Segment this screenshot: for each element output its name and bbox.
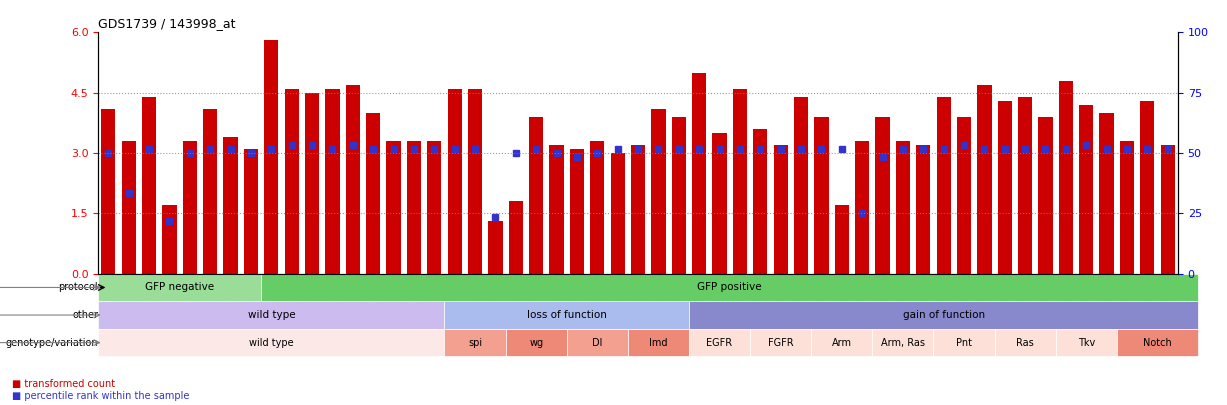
Text: Ras: Ras	[1016, 338, 1034, 347]
Text: ■ transformed count: ■ transformed count	[12, 379, 115, 389]
Bar	[366, 113, 380, 274]
Bar	[448, 89, 461, 274]
FancyBboxPatch shape	[811, 329, 872, 356]
Bar	[611, 153, 625, 274]
Text: Arm: Arm	[832, 338, 852, 347]
Bar	[631, 145, 645, 274]
FancyBboxPatch shape	[261, 274, 1199, 301]
FancyBboxPatch shape	[934, 329, 995, 356]
Bar	[733, 89, 747, 274]
FancyBboxPatch shape	[1055, 329, 1117, 356]
Bar	[264, 40, 279, 274]
Text: Imd: Imd	[649, 338, 667, 347]
Bar	[529, 117, 544, 274]
FancyBboxPatch shape	[444, 301, 690, 329]
Bar	[713, 133, 726, 274]
Text: wild type: wild type	[249, 338, 293, 347]
Bar	[346, 85, 360, 274]
FancyBboxPatch shape	[506, 329, 567, 356]
Text: GDS1739 / 143998_at: GDS1739 / 143998_at	[98, 17, 236, 30]
Bar	[692, 72, 707, 274]
Bar	[671, 117, 686, 274]
Bar	[794, 97, 809, 274]
Bar	[387, 141, 401, 274]
Text: wild type: wild type	[248, 310, 296, 320]
Bar	[815, 117, 828, 274]
Bar	[917, 145, 930, 274]
Bar	[753, 129, 767, 274]
Bar	[467, 89, 482, 274]
FancyBboxPatch shape	[98, 329, 444, 356]
FancyBboxPatch shape	[690, 329, 750, 356]
Bar	[285, 89, 299, 274]
Bar	[834, 205, 849, 274]
Bar	[977, 85, 991, 274]
Bar	[223, 137, 238, 274]
Bar	[162, 205, 177, 274]
Text: EGFR: EGFR	[707, 338, 733, 347]
FancyBboxPatch shape	[690, 301, 1199, 329]
FancyBboxPatch shape	[872, 329, 934, 356]
Bar	[407, 141, 421, 274]
Bar	[183, 141, 198, 274]
FancyBboxPatch shape	[995, 329, 1055, 356]
Text: ■ percentile rank within the sample: ■ percentile rank within the sample	[12, 391, 190, 401]
Text: other: other	[72, 310, 98, 320]
Bar	[427, 141, 442, 274]
Text: spi: spi	[467, 338, 482, 347]
Bar	[1079, 105, 1093, 274]
FancyBboxPatch shape	[1117, 329, 1199, 356]
Bar	[652, 109, 665, 274]
Bar	[1059, 81, 1072, 274]
Bar	[509, 201, 523, 274]
Text: GFP negative: GFP negative	[145, 282, 215, 292]
Bar	[1120, 141, 1134, 274]
Bar	[875, 117, 890, 274]
Bar	[1161, 145, 1175, 274]
Text: protocol: protocol	[59, 282, 98, 292]
Bar	[244, 149, 258, 274]
Bar	[1018, 97, 1032, 274]
Bar	[550, 145, 563, 274]
Text: Dl: Dl	[593, 338, 602, 347]
Bar	[957, 117, 971, 274]
FancyBboxPatch shape	[98, 301, 444, 329]
Text: FGFR: FGFR	[768, 338, 794, 347]
Bar	[204, 109, 217, 274]
Text: gain of function: gain of function	[903, 310, 985, 320]
Text: wg: wg	[529, 338, 544, 347]
Text: Arm, Ras: Arm, Ras	[881, 338, 925, 347]
Bar	[325, 89, 340, 274]
Bar	[998, 101, 1012, 274]
Bar	[590, 141, 605, 274]
Bar	[306, 93, 319, 274]
Bar	[1099, 113, 1114, 274]
FancyBboxPatch shape	[567, 329, 628, 356]
Bar	[142, 97, 156, 274]
Bar	[896, 141, 910, 274]
Bar	[121, 141, 136, 274]
FancyBboxPatch shape	[628, 329, 690, 356]
Bar	[1038, 117, 1053, 274]
Bar	[936, 97, 951, 274]
Bar	[1140, 101, 1155, 274]
Bar	[569, 149, 584, 274]
Bar	[855, 141, 869, 274]
FancyBboxPatch shape	[444, 329, 506, 356]
Bar	[488, 222, 503, 274]
FancyBboxPatch shape	[750, 329, 811, 356]
Text: Pnt: Pnt	[956, 338, 972, 347]
Bar	[773, 145, 788, 274]
Text: Notch: Notch	[1144, 338, 1172, 347]
Text: genotype/variation: genotype/variation	[6, 338, 98, 347]
Text: GFP positive: GFP positive	[697, 282, 762, 292]
Text: loss of function: loss of function	[526, 310, 606, 320]
Text: Tkv: Tkv	[1077, 338, 1094, 347]
Bar	[101, 109, 115, 274]
FancyBboxPatch shape	[98, 274, 261, 301]
